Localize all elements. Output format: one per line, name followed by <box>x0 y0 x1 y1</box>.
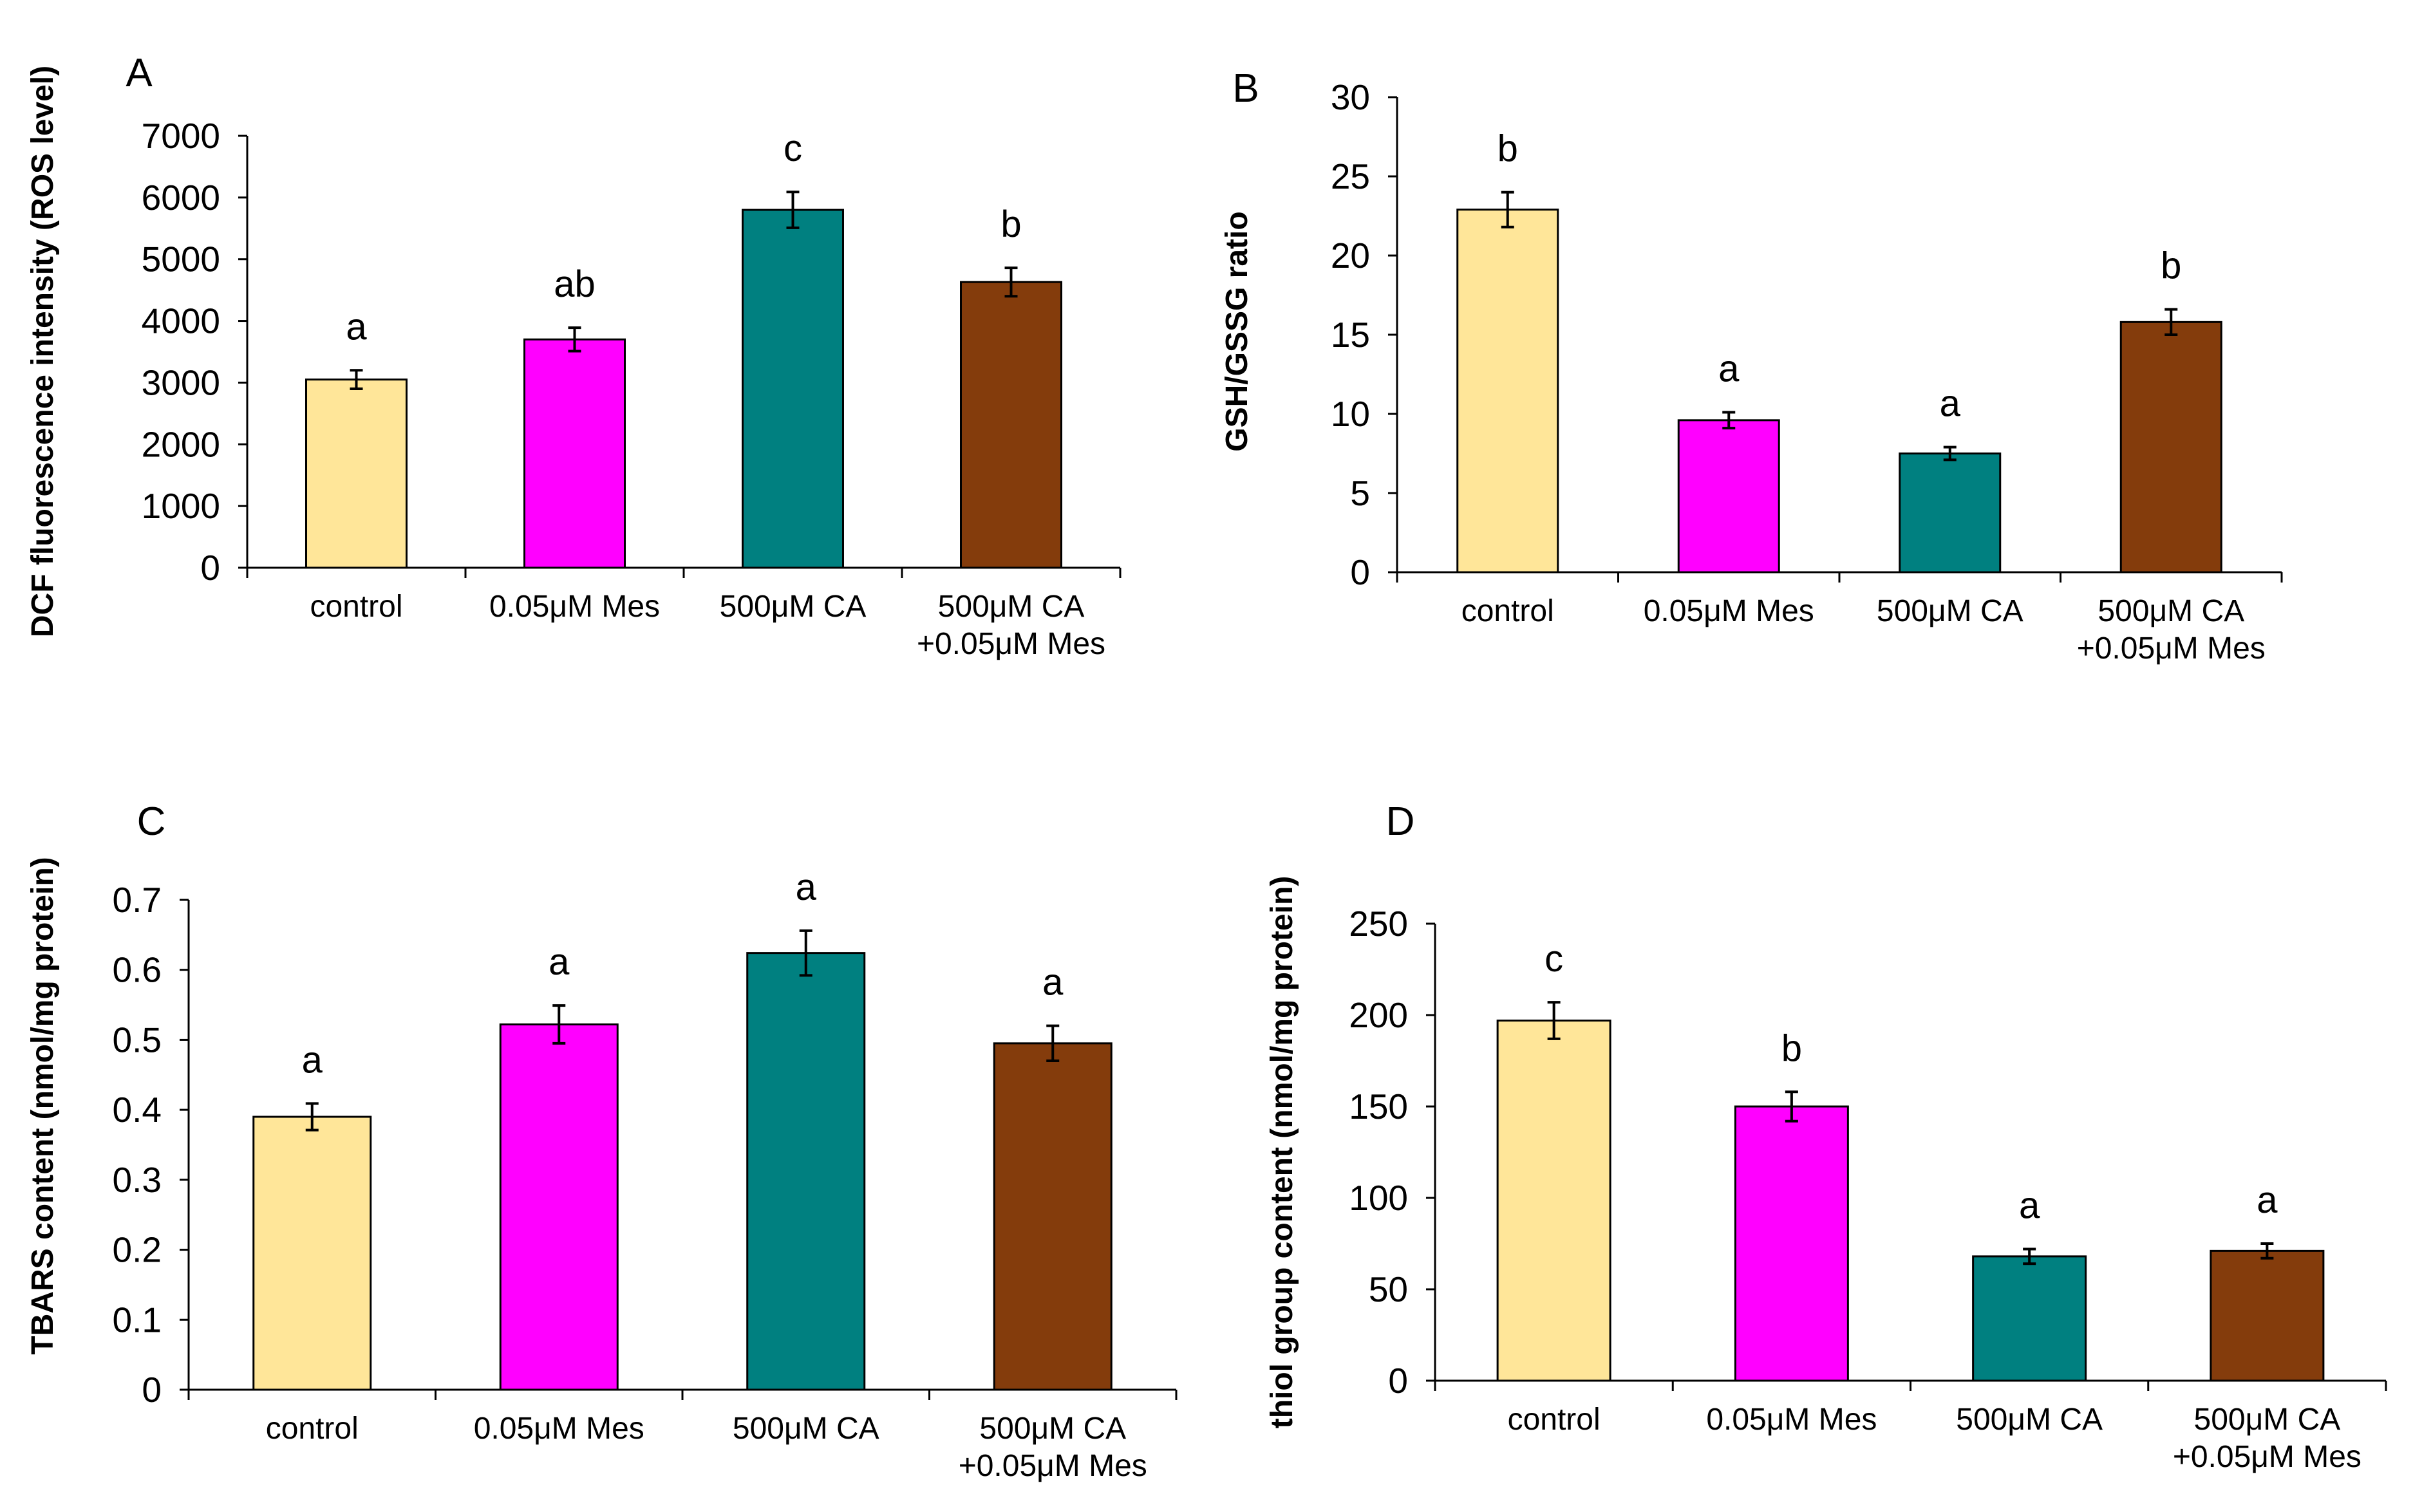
y-tick-label: 25 <box>1331 156 1370 196</box>
y-tick-label: 30 <box>1331 77 1370 117</box>
y-tick-label: 0 <box>1350 552 1370 592</box>
y-tick-label: 4000 <box>142 301 220 341</box>
significance-letter: a <box>549 941 570 983</box>
x-category-label: 0.05μM Mes <box>1644 594 1814 628</box>
y-axis-title: GSH/GSSG ratio <box>1220 211 1254 451</box>
significance-letter: a <box>2019 1185 2040 1227</box>
significance-letter: a <box>796 866 817 908</box>
panel-letter: B <box>1232 66 1259 111</box>
significance-letter: a <box>1940 383 1961 425</box>
bar <box>1734 1105 1849 1382</box>
bar <box>2119 321 2222 574</box>
x-category-label: 0.05μM Mes <box>1706 1403 1877 1437</box>
x-category-label: control <box>1508 1403 1601 1437</box>
panel-letter: D <box>1386 799 1415 844</box>
significance-letter: ab <box>554 263 596 305</box>
bar <box>1899 453 2002 574</box>
significance-letter: a <box>1042 962 1064 1003</box>
y-tick-label: 0.2 <box>113 1230 162 1270</box>
y-tick-label: 3000 <box>142 362 220 402</box>
y-tick-label: 5000 <box>142 239 220 279</box>
x-category-label: 0.05μM Mes <box>489 590 660 624</box>
y-tick-label: 50 <box>1369 1269 1408 1309</box>
bar <box>1496 1020 1611 1382</box>
y-tick-label: 0.7 <box>113 880 162 920</box>
bar <box>742 209 844 569</box>
y-tick-label: 2000 <box>142 424 220 464</box>
y-tick-label: 6000 <box>142 178 220 218</box>
significance-letter: c <box>784 127 802 169</box>
significance-letter: b <box>2161 245 2181 287</box>
x-category-label: 500μM CA <box>2098 594 2244 628</box>
panel-c: C TBARS content (nmol/mg protein) 0 0.1 0.2 0… <box>26 799 1178 1483</box>
bar <box>1677 419 1780 574</box>
y-tick-label: 0.5 <box>113 1020 162 1059</box>
x-category-label: +0.05μM Mes <box>959 1449 1147 1483</box>
panel-letter: C <box>137 799 166 844</box>
x-category-label: +0.05μM Mes <box>917 627 1105 661</box>
y-tick-label: 10 <box>1331 394 1370 434</box>
y-tick-label: 200 <box>1349 995 1408 1035</box>
y-tick-label: 0.1 <box>113 1300 162 1339</box>
bar <box>960 281 1062 569</box>
y-tick-label: 0 <box>200 548 220 588</box>
x-category-label: control <box>310 590 402 624</box>
x-category-label: 0.05μM Mes <box>474 1412 644 1446</box>
x-category-label: 500μM CA <box>1956 1403 2103 1437</box>
significance-letter: b <box>1781 1027 1802 1069</box>
y-axis-title: TBARS content (nmol/mg protein) <box>26 857 60 1354</box>
significance-letter: a <box>346 306 367 348</box>
bar <box>499 1023 619 1391</box>
x-category-label: +0.05μM Mes <box>2077 631 2266 666</box>
significance-letter: b <box>1498 128 1518 170</box>
y-tick-label: 0.4 <box>113 1090 162 1130</box>
y-tick-label: 0.3 <box>113 1160 162 1200</box>
bar <box>523 338 626 569</box>
y-tick-label: 150 <box>1349 1087 1408 1126</box>
x-category-label: 500μM CA <box>1877 594 2023 628</box>
x-category-label: 500μM CA <box>979 1412 1126 1446</box>
y-tick-label: 0.6 <box>113 950 162 990</box>
significance-letter: b <box>1000 203 1021 245</box>
bar <box>2210 1249 2325 1382</box>
y-axis-title: DCF fluorescence intensity (ROS level) <box>26 66 60 637</box>
y-tick-label: 7000 <box>142 116 220 156</box>
significance-letter: a <box>2257 1179 2278 1221</box>
x-category-label: +0.05μM Mes <box>2173 1440 2361 1474</box>
y-tick-label: 5 <box>1350 473 1370 513</box>
bar <box>993 1042 1113 1391</box>
significance-letter: c <box>1545 938 1563 980</box>
x-category-label: 500μM CA <box>2194 1403 2341 1437</box>
panel-a: A DCF fluorescence intensity (ROS level) 0… <box>26 51 1122 661</box>
y-tick-label: 1000 <box>142 486 220 526</box>
y-tick-label: 15 <box>1331 315 1370 355</box>
panel-letter: A <box>126 51 153 95</box>
x-category-label: 500μM CA <box>733 1412 879 1446</box>
y-tick-label: 20 <box>1331 236 1370 275</box>
y-axis-title: thiol group content (nmol/mg protein) <box>1265 876 1299 1429</box>
bar <box>252 1115 372 1391</box>
bar <box>305 378 408 569</box>
significance-letter: a <box>302 1039 323 1081</box>
significance-letter: a <box>1718 348 1740 390</box>
panel-b: B GSH/GSSG ratio 0 5 10 15 20 25 30 b control a 0.05… <box>1220 66 2283 666</box>
y-tick-label: 0 <box>1388 1361 1408 1401</box>
x-category-label: 500μM CA <box>720 590 867 624</box>
x-category-label: control <box>266 1412 359 1446</box>
x-category-label: 500μM CA <box>938 590 1085 624</box>
y-tick-label: 0 <box>142 1370 162 1410</box>
y-tick-label: 250 <box>1349 904 1408 944</box>
bar <box>746 952 866 1391</box>
bar <box>1972 1255 2087 1382</box>
bar <box>1456 209 1559 574</box>
y-tick-label: 100 <box>1349 1178 1408 1218</box>
x-category-label: control <box>1461 594 1554 628</box>
